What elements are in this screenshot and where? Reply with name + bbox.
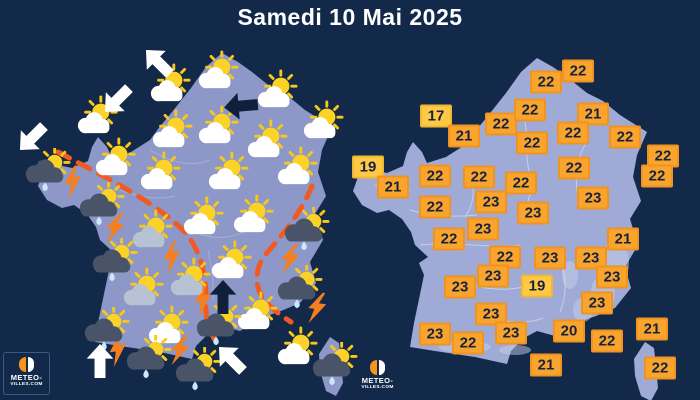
wind-arrow-icon [216,342,247,376]
temperature-badge: 23 [495,321,527,345]
lightning-icon [104,212,126,244]
temperature-badge: 19 [521,274,553,298]
sun-cloud-icon [252,69,302,111]
sun-cloud-icon [193,50,243,92]
temperature-badge: 21 [530,353,562,377]
sun-cloud-icon [298,100,348,142]
sun-cloud-icon [90,137,140,179]
sun-cloud-icon [203,151,253,193]
sun-cloud-gray-icon [118,267,168,309]
sun-cloud-gray-icon [165,257,215,299]
temperature-badge: 22 [558,156,590,180]
meteo-villes-logo: METEO- VILLES.COM [3,352,50,395]
sun-rain-icon [121,333,173,383]
temperature-badge: 22 [516,131,548,155]
wind-arrow-icon [85,344,115,378]
temperature-badge: 22 [562,59,594,83]
logo-disc-icon [370,360,385,375]
logo-text-line2: VILLES.COM [361,385,394,390]
temperature-badge: 22 [433,227,465,251]
sun-cloud-icon [272,146,322,188]
meteo-villes-logo: METEO- VILLES.COM [355,356,400,397]
sun-rain-icon [170,345,222,395]
temperature-badge: 22 [485,112,517,136]
lightning-icon [192,283,214,317]
sun-cloud-icon [145,63,195,105]
sun-cloud-icon [242,119,292,161]
temperature-badge: 23 [577,186,609,210]
logo-text-line2: VILLES.COM [10,382,43,387]
temperature-badge: 21 [448,124,480,148]
temperature-badge: 22 [514,98,546,122]
lightning-icon [107,333,129,367]
wind-arrow-icon [208,280,238,314]
sun-cloud-gray-icon [127,209,177,251]
front-line-west [55,149,224,351]
temperature-badge: 23 [575,246,607,270]
lightning-icon [169,334,191,366]
temperature-badge: 21 [607,227,639,251]
temperature-badge: 23 [581,291,613,315]
temperature-badge: 23 [444,275,476,299]
temperature-badge: 23 [596,265,628,289]
temperature-badge: 23 [475,302,507,326]
sun-cloud-icon [178,196,228,238]
temperature-badge: 23 [534,246,566,270]
sun-rain-icon [74,180,126,230]
temperature-badge: 22 [641,164,673,188]
temperature-badge: 23 [467,217,499,241]
temperature-badge: 22 [557,121,589,145]
lightning-icon [161,240,183,274]
sun-rain-icon [272,263,324,313]
lightning-icon [279,243,301,275]
sun-rain-icon [79,305,131,355]
sun-cloud-icon [232,291,282,333]
temperature-badge: 22 [419,195,451,219]
sun-rain-icon [279,205,331,255]
sun-cloud-icon [228,194,278,236]
sun-cloud-icon [72,95,122,137]
front-line-east [254,183,315,325]
sun-rain-icon [307,340,359,390]
sun-rain-icon [87,236,139,286]
sun-cloud-icon [272,326,322,368]
temperature-badge: 22 [452,331,484,355]
temperature-badge: 23 [477,264,509,288]
temperature-badge: 17 [420,104,452,128]
temperature-badge: 22 [419,164,451,188]
logo-disc-icon [19,357,34,372]
temperature-badge: 22 [644,356,676,380]
sun-rain-icon [20,146,72,196]
wind-arrow-icon [17,121,48,155]
temperature-badge: 21 [377,175,409,199]
logo-text-line1: METEO- [361,376,394,385]
sun-cloud-icon [135,151,185,193]
temperature-badge: 23 [517,201,549,225]
temperature-badge: 20 [553,319,585,343]
temperature-badge: 22 [647,144,679,168]
wind-arrow-icon [102,83,133,117]
temperature-badge: 19 [352,155,384,179]
wind-arrow-icon [224,89,259,123]
sun-cloud-icon [193,105,243,147]
temperature-badge: 22 [609,125,641,149]
lightning-icon [62,165,84,199]
temperature-badge: 21 [577,102,609,126]
sun-cloud-icon [206,240,256,282]
temperature-badge: 22 [463,165,495,189]
lightning-icon [306,292,328,324]
logo-text-line1: METEO- [10,373,43,382]
temperature-badge: 22 [489,245,521,269]
temperature-badge: 21 [636,317,668,341]
temperature-badge: 22 [505,171,537,195]
temperature-badge: 22 [591,329,623,353]
wind-arrow-icon [143,45,174,79]
page-title: Samedi 10 Mai 2025 [237,4,463,30]
temperature-badge: 23 [419,322,451,346]
temperature-badge: 23 [475,190,507,214]
sun-cloud-icon [147,109,197,151]
temperature-badge: 22 [530,70,562,94]
